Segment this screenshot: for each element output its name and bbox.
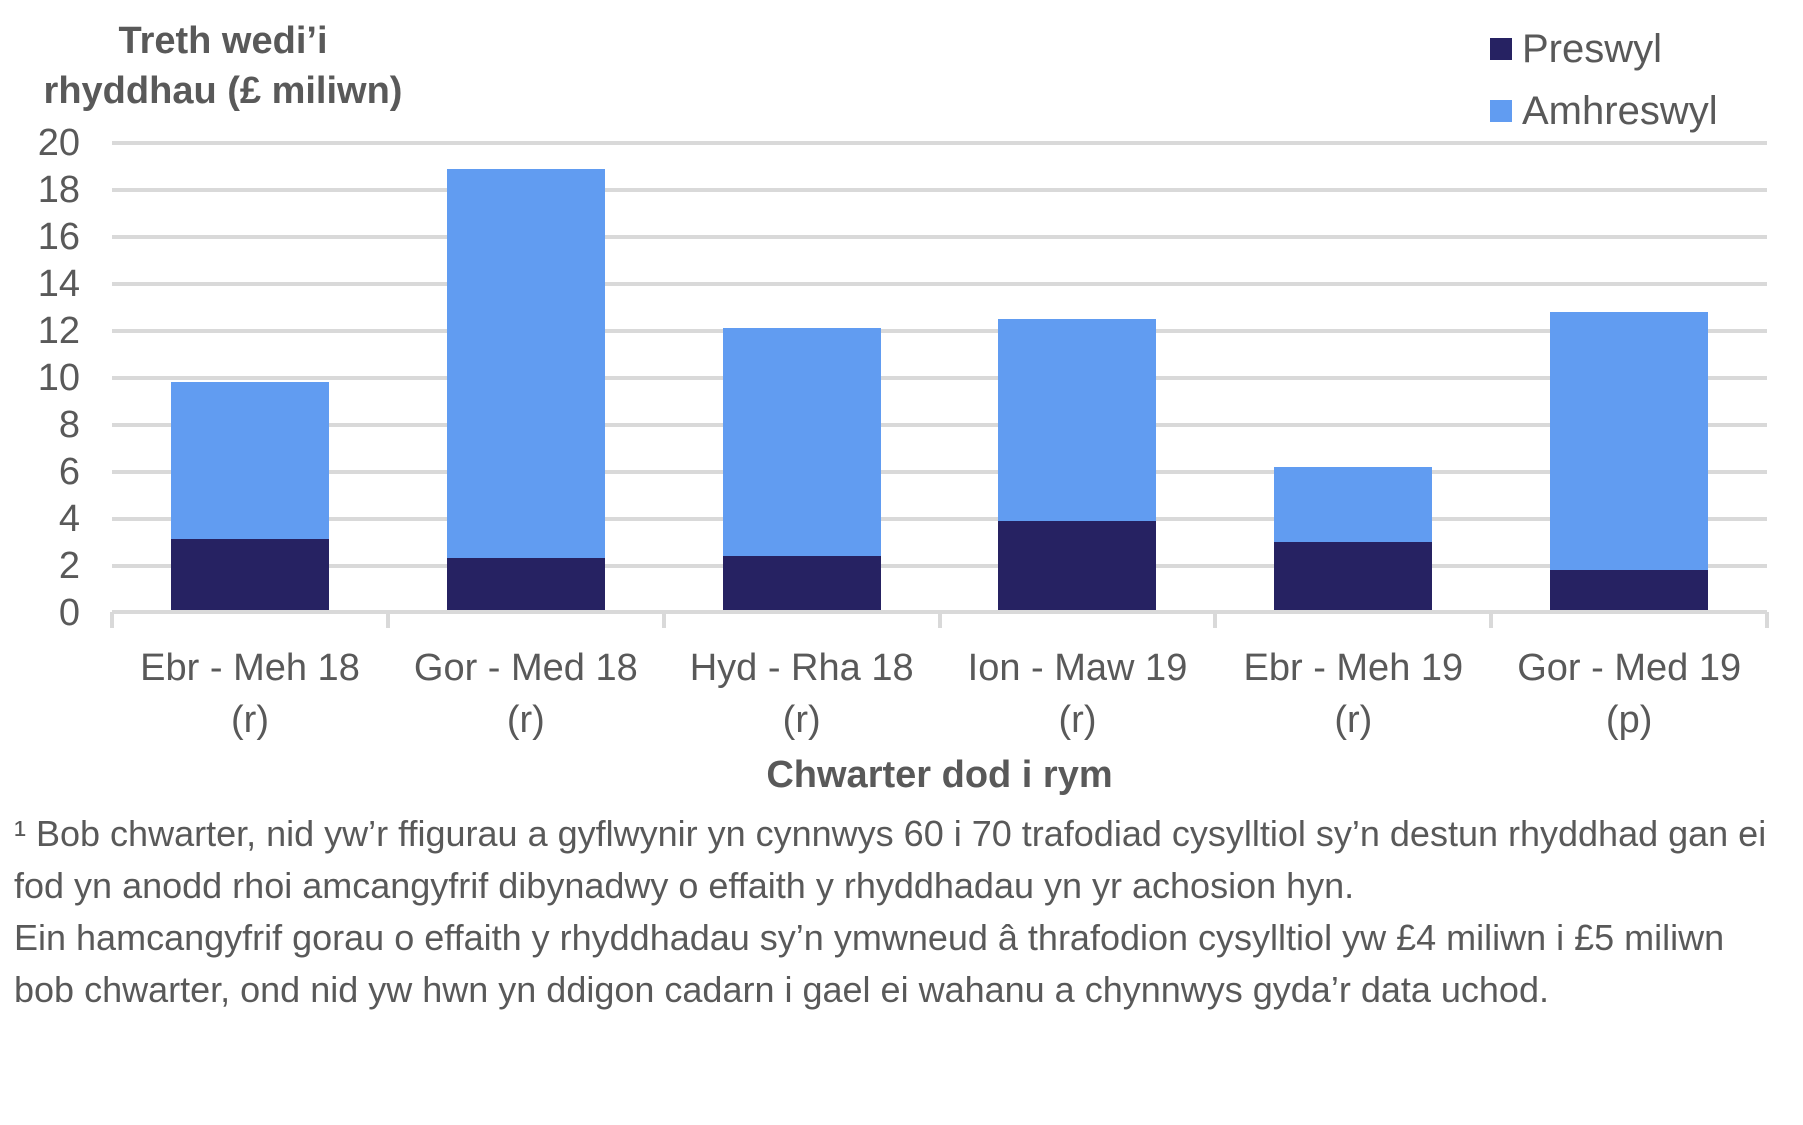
bar-segment-preswyl — [446, 558, 605, 612]
x-tick-mark — [1489, 612, 1494, 628]
y-tick: 0 — [58, 592, 80, 634]
legend-swatch-icon — [1490, 38, 1512, 60]
y-tick: 16 — [37, 216, 80, 258]
gridline — [112, 376, 1767, 380]
x-tick-mark — [937, 612, 942, 628]
legend-item-amhreswyl: Amhreswyl — [1490, 80, 1718, 142]
y-tick: 2 — [58, 545, 80, 587]
x-tick-mark — [661, 612, 666, 628]
stacked-bar — [722, 328, 881, 612]
bar-segment-preswyl — [1550, 569, 1709, 612]
gridline — [112, 188, 1767, 192]
x-tick-label: Ebr - Meh 18 (r) — [140, 647, 360, 741]
x-tick-label: Gor - Med 19 (p) — [1517, 647, 1742, 741]
y-axis-title-line1: Treth wedi’i — [118, 20, 328, 62]
footnote-2: Ein hamcangyfrif gorau o effaith y rhydd… — [14, 917, 1725, 1010]
x-axis-title: Chwarter dod i rym — [766, 754, 1113, 796]
legend-label: Amhreswyl — [1522, 88, 1718, 133]
x-tick-mark — [110, 612, 114, 628]
legend-swatch-icon — [1490, 100, 1512, 122]
legend-item-preswyl: Preswyl — [1490, 18, 1718, 80]
y-tick: 12 — [37, 310, 80, 352]
x-tick-label: Gor - Med 18 (r) — [413, 647, 638, 741]
bar-segment-preswyl — [998, 520, 1157, 612]
bar-segment-preswyl — [1274, 541, 1433, 612]
gridline — [112, 235, 1767, 239]
bar-segment-amhreswyl — [446, 168, 605, 559]
y-axis-title-line2: rhyddhau (£ miliwn) — [43, 70, 403, 112]
footnote-1: ¹ Bob chwarter, nid yw’r ffigurau a gyfl… — [14, 813, 1767, 906]
legend: Preswyl Amhreswyl — [1490, 18, 1718, 142]
bar-segment-amhreswyl — [722, 328, 881, 556]
stacked-bar — [446, 168, 605, 612]
bar-segment-amhreswyl — [170, 382, 329, 540]
y-tick: 8 — [58, 404, 80, 446]
y-axis-title: Treth wedi’i rhyddhau (£ miliwn) — [18, 16, 428, 116]
gridline — [112, 282, 1767, 286]
y-tick: 6 — [58, 451, 80, 493]
bar-segment-amhreswyl — [998, 318, 1157, 521]
x-tick-label: Ebr - Meh 19 (r) — [1243, 647, 1464, 741]
gridline — [112, 329, 1767, 333]
bar-segment-amhreswyl — [1274, 466, 1433, 542]
footnotes: ¹ Bob chwarter, nid yw’r ffigurau a gyfl… — [14, 808, 1794, 1016]
x-tick-label: Hyd - Rha 18 (r) — [689, 647, 914, 741]
bar-segment-preswyl — [170, 539, 329, 612]
stacked-bar — [1274, 466, 1433, 612]
gridline — [112, 423, 1767, 427]
y-tick: 4 — [58, 498, 80, 540]
y-tick: 14 — [37, 263, 80, 305]
gridline — [112, 470, 1767, 474]
gridline — [112, 141, 1767, 145]
x-tick-mark — [1213, 612, 1218, 628]
bar-segment-preswyl — [722, 555, 881, 612]
legend-label: Preswyl — [1522, 26, 1663, 71]
stacked-bar — [1550, 311, 1709, 612]
stacked-bar — [998, 318, 1157, 612]
stacked-bar — [170, 382, 329, 612]
y-tick: 20 — [37, 122, 80, 164]
plot-area — [112, 141, 1767, 612]
x-tick-mark — [385, 612, 390, 628]
y-tick: 10 — [37, 357, 80, 399]
bar-segment-amhreswyl — [1550, 311, 1709, 570]
x-tick-label: Ion - Maw 19 (r) — [967, 647, 1188, 741]
gridline — [112, 564, 1767, 568]
y-tick: 18 — [37, 169, 80, 211]
x-tick-mark — [1765, 612, 1769, 628]
gridline — [112, 517, 1767, 521]
